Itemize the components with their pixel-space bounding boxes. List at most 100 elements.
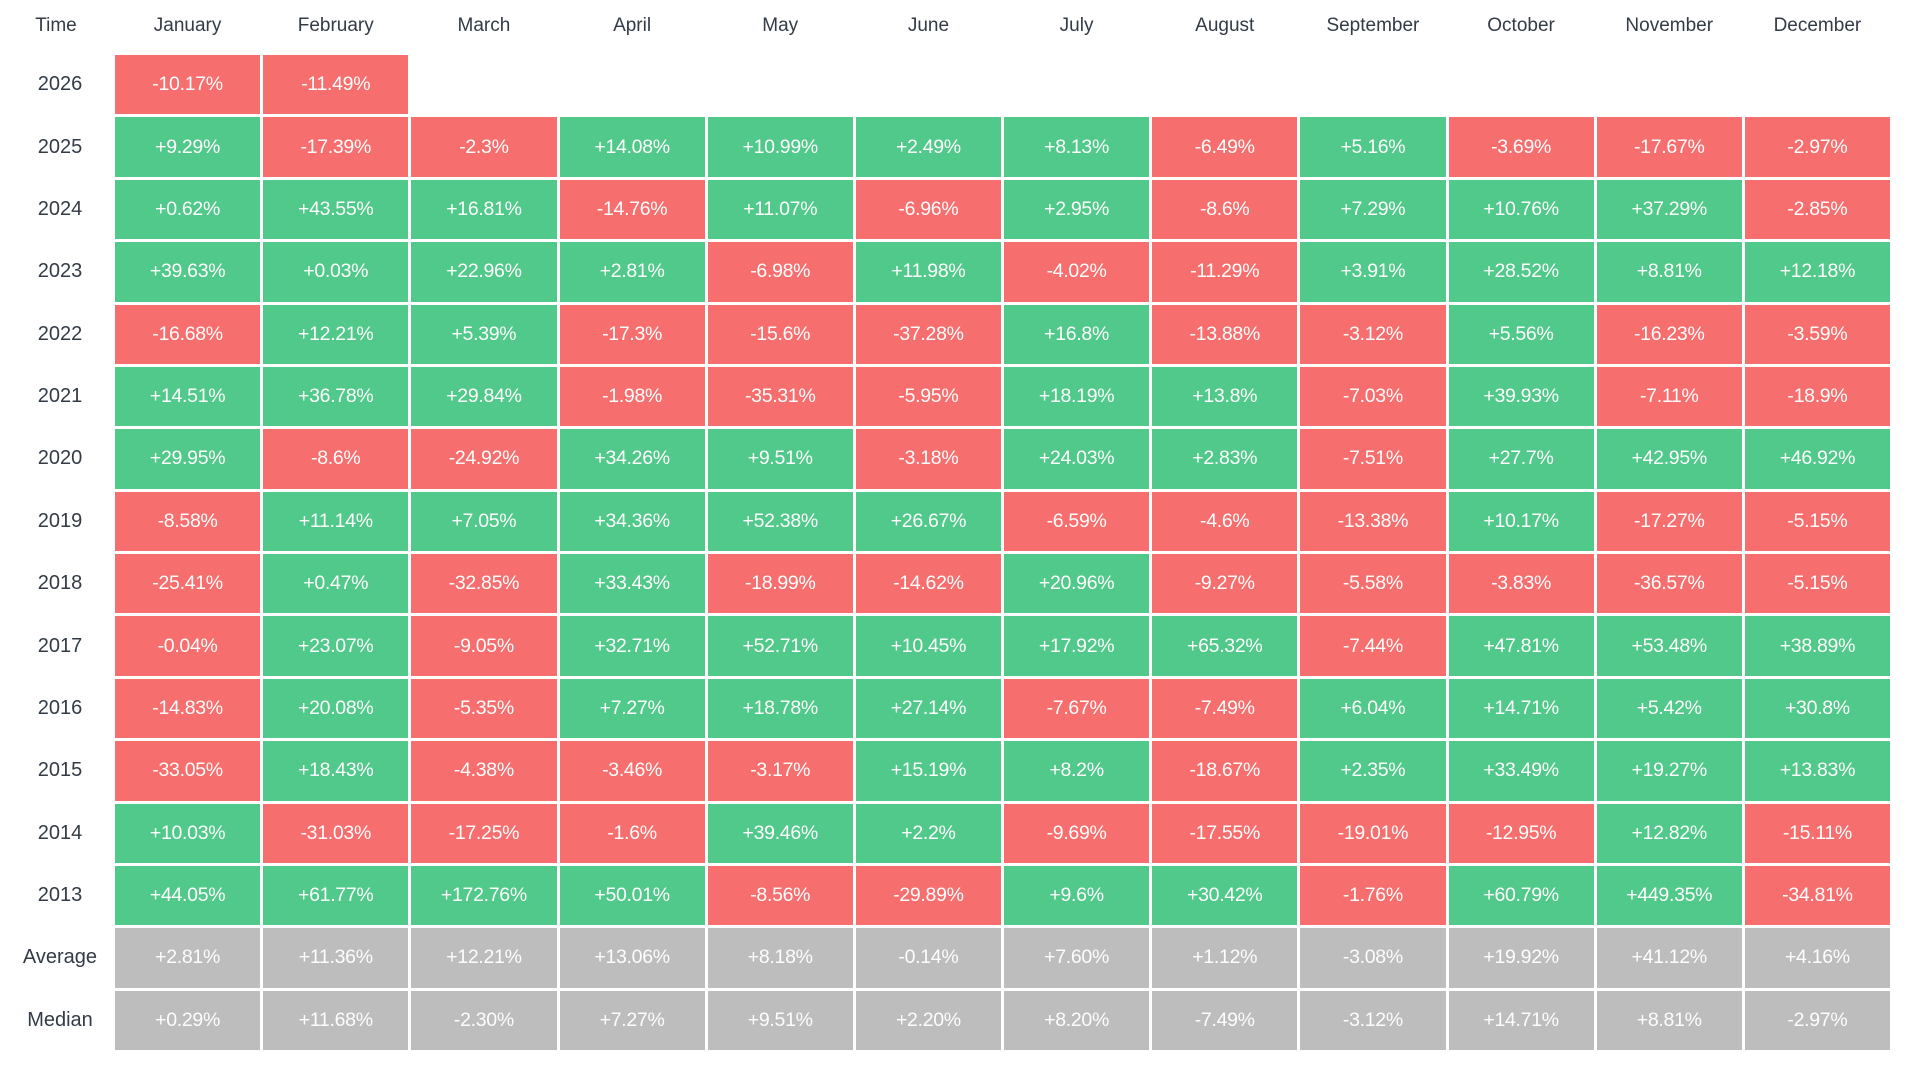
return-cell-2022-may: -15.6%: [707, 304, 853, 364]
return-cell-2020-september: -7.51%: [1300, 429, 1446, 489]
return-cell-2016-january: -14.83%: [115, 678, 261, 739]
return-cell-2018-march: -32.85%: [411, 554, 557, 614]
return-cell-2013-august: +30.42%: [1152, 865, 1298, 926]
return-cell-2023-june: +11.98%: [855, 242, 1001, 302]
return-cell-2025-october: -3.69%: [1448, 117, 1594, 177]
return-cell-2014-september: -19.01%: [1300, 803, 1446, 863]
return-cell-2026-march: [411, 55, 556, 114]
return-cell-2026-october: [1449, 55, 1594, 114]
return-cell-2021-january: +14.51%: [115, 366, 261, 427]
return-cell-2021-february: +36.78%: [263, 366, 409, 427]
return-cell-2014-june: +2.2%: [855, 803, 1001, 863]
return-cell-2018-july: +20.96%: [1004, 554, 1150, 614]
return-cell-median-august: -7.49%: [1152, 990, 1298, 1050]
return-cell-2013-july: +9.6%: [1004, 865, 1150, 926]
return-cell-average-august: +1.12%: [1152, 928, 1298, 988]
return-cell-2013-april: +50.01%: [559, 865, 705, 926]
return-cell-2017-march: -9.05%: [411, 616, 557, 676]
return-cell-average-january: +2.81%: [115, 928, 261, 988]
return-cell-2018-october: -3.83%: [1448, 554, 1594, 614]
return-cell-2021-april: -1.98%: [559, 366, 705, 427]
return-cell-2020-february: -8.6%: [263, 429, 409, 489]
return-cell-average-april: +13.06%: [559, 928, 705, 988]
return-cell-2019-april: +34.36%: [559, 491, 705, 551]
return-cell-2025-march: -2.3%: [411, 117, 557, 177]
return-cell-2019-may: +52.38%: [707, 491, 853, 551]
return-cell-2025-february: -17.39%: [263, 117, 409, 177]
return-cell-2025-may: +10.99%: [707, 117, 853, 177]
column-header-may: May: [762, 15, 799, 36]
return-cell-2020-october: +27.7%: [1448, 429, 1594, 489]
row-label-2020: 2020: [37, 447, 83, 470]
return-cell-2024-july: +2.95%: [1004, 179, 1150, 240]
return-cell-2014-april: -1.6%: [559, 803, 705, 863]
return-cell-2018-february: +0.47%: [263, 554, 409, 614]
return-cell-2022-july: +16.8%: [1004, 304, 1150, 364]
return-cell-2015-october: +33.49%: [1448, 741, 1594, 801]
return-cell-2013-september: -1.76%: [1300, 865, 1446, 926]
return-cell-2021-august: +13.8%: [1152, 366, 1298, 427]
return-cell-2020-december: +46.92%: [1744, 429, 1890, 489]
return-cell-2025-september: +5.16%: [1300, 117, 1446, 177]
return-cell-2022-february: +12.21%: [263, 304, 409, 364]
return-cell-2018-april: +33.43%: [559, 554, 705, 614]
return-cell-2018-january: -25.41%: [115, 554, 261, 614]
return-cell-2022-august: -13.88%: [1152, 304, 1298, 364]
return-cell-2021-june: -5.95%: [855, 366, 1001, 427]
return-cell-2025-july: +8.13%: [1004, 117, 1150, 177]
return-cell-2019-february: +11.14%: [263, 491, 409, 551]
return-cell-2014-may: +39.46%: [707, 803, 853, 863]
return-cell-2020-march: -24.92%: [411, 429, 557, 489]
return-cell-2024-december: -2.85%: [1744, 179, 1890, 240]
return-cell-2017-september: -7.44%: [1300, 616, 1446, 676]
return-cell-2026-february: -11.49%: [263, 55, 409, 115]
return-cell-2016-april: +7.27%: [559, 678, 705, 739]
column-header-october: October: [1487, 15, 1555, 36]
return-cell-2021-october: +39.93%: [1448, 366, 1594, 427]
return-cell-2017-june: +10.45%: [855, 616, 1001, 676]
return-cell-2026-april: [560, 55, 705, 114]
return-cell-2026-january: -10.17%: [115, 55, 261, 115]
row-label-2021: 2021: [37, 385, 83, 408]
return-cell-2023-august: -11.29%: [1152, 242, 1298, 302]
corner-header-time: Time: [35, 15, 77, 36]
row-label-2018: 2018: [37, 572, 83, 595]
return-cell-2026-december: [1745, 55, 1890, 114]
return-cell-2017-february: +23.07%: [263, 616, 409, 676]
return-cell-median-july: +8.20%: [1004, 990, 1150, 1050]
return-cell-average-october: +19.92%: [1448, 928, 1594, 988]
return-cell-median-october: +14.71%: [1448, 990, 1594, 1050]
return-cell-2026-august: [1152, 55, 1297, 114]
return-cell-2015-november: +19.27%: [1596, 741, 1742, 801]
return-cell-2021-november: -7.11%: [1596, 366, 1742, 427]
return-cell-2019-june: +26.67%: [855, 491, 1001, 551]
return-cell-2023-april: +2.81%: [559, 242, 705, 302]
return-cell-2016-march: -5.35%: [411, 678, 557, 739]
return-cell-2024-may: +11.07%: [707, 179, 853, 240]
return-cell-2019-july: -6.59%: [1004, 491, 1150, 551]
return-cell-2020-august: +2.83%: [1152, 429, 1298, 489]
return-cell-2014-february: -31.03%: [263, 803, 409, 863]
row-label-median: Median: [27, 1008, 93, 1031]
return-cell-2018-june: -14.62%: [855, 554, 1001, 614]
return-cell-average-june: -0.14%: [855, 928, 1001, 988]
return-cell-average-september: -3.08%: [1300, 928, 1446, 988]
return-cell-2025-april: +14.08%: [559, 117, 705, 177]
return-cell-average-july: +7.60%: [1004, 928, 1150, 988]
row-label-2017: 2017: [37, 634, 83, 657]
return-cell-2019-october: +10.17%: [1448, 491, 1594, 551]
return-cell-2013-january: +44.05%: [115, 865, 261, 926]
return-cell-2023-october: +28.52%: [1448, 242, 1594, 302]
return-cell-2015-february: +18.43%: [263, 741, 409, 801]
return-cell-2014-july: -9.69%: [1004, 803, 1150, 863]
row-label-average: Average: [22, 946, 98, 969]
return-cell-2026-july: [1004, 55, 1149, 114]
return-cell-2015-december: +13.83%: [1744, 741, 1890, 801]
return-cell-average-march: +12.21%: [411, 928, 557, 988]
row-label-2015: 2015: [37, 759, 83, 782]
return-cell-2016-october: +14.71%: [1448, 678, 1594, 739]
return-cell-2021-september: -7.03%: [1300, 366, 1446, 427]
return-cell-median-january: +0.29%: [115, 990, 261, 1050]
column-header-august: August: [1195, 15, 1255, 36]
return-cell-2022-december: -3.59%: [1744, 304, 1890, 364]
